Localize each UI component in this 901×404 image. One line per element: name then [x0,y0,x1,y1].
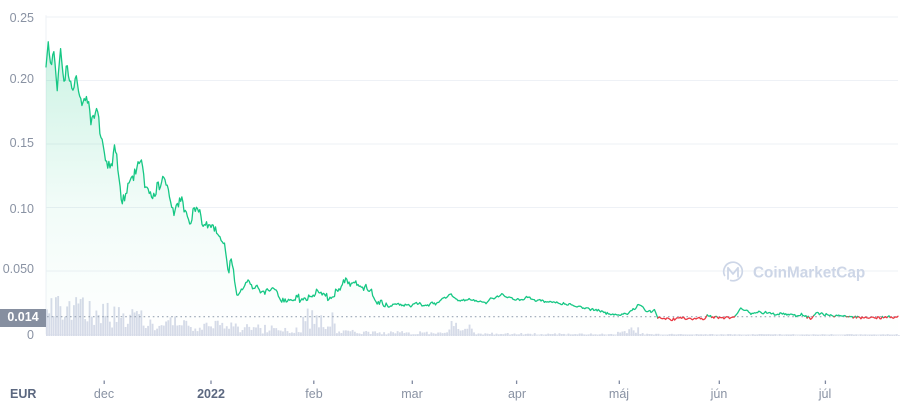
svg-text:CoinMarketCap: CoinMarketCap [753,265,865,282]
